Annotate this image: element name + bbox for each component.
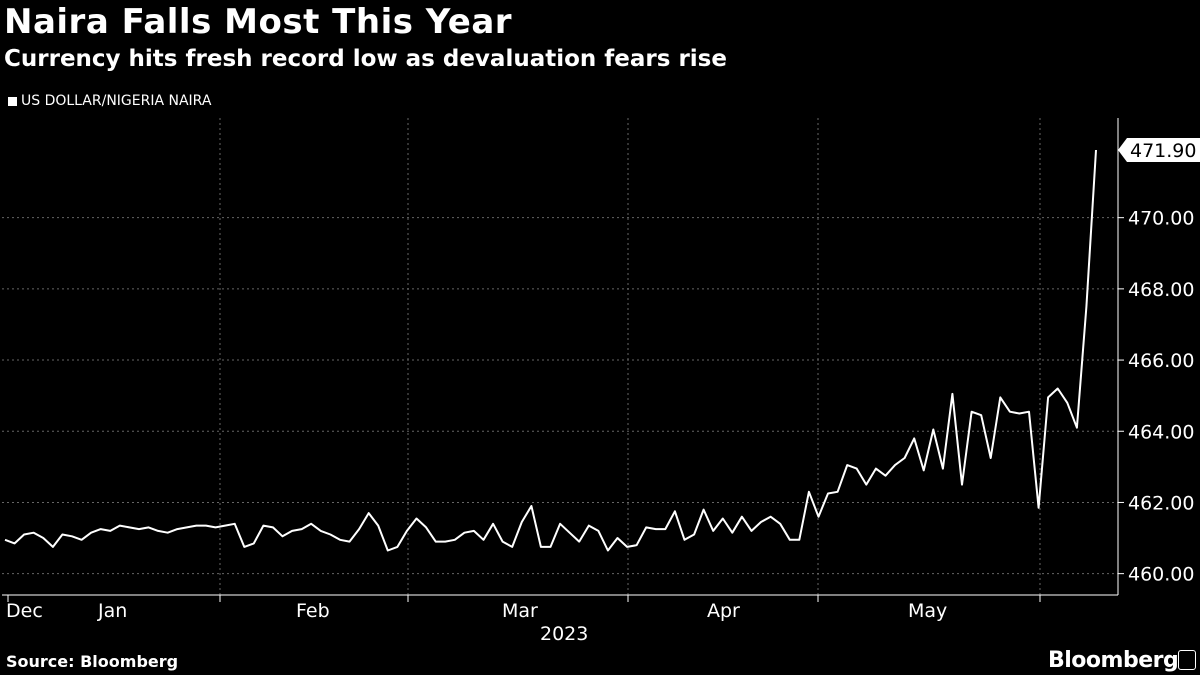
last-value-callout: 471.90: [1118, 138, 1200, 163]
y-tick-label: 468.00: [1128, 279, 1194, 301]
chart-subtitle: Currency hits fresh record low as devalu…: [4, 46, 727, 72]
last-value-label: 471.90: [1130, 140, 1196, 162]
y-tick-label: 462.00: [1128, 492, 1194, 514]
x-month-label: Mar: [502, 600, 538, 622]
chart-title: Naira Falls Most This Year: [4, 2, 513, 42]
x-month-label: May: [908, 600, 947, 622]
x-month-label: Feb: [296, 600, 330, 622]
source-note: Source: Bloomberg: [6, 652, 179, 671]
legend-swatch: [8, 96, 17, 106]
x-year-label: 2023: [540, 623, 588, 645]
y-tick-label: 470.00: [1128, 208, 1194, 230]
x-month-label: Jan: [97, 600, 127, 622]
y-tick-label: 466.00: [1128, 350, 1194, 372]
legend-label: US DOLLAR/NIGERIA NAIRA: [21, 93, 212, 109]
legend: US DOLLAR/NIGERIA NAIRA: [8, 93, 211, 109]
series-line-usd-ngn: [4, 149, 1097, 552]
x-month-label: Dec: [6, 600, 43, 622]
y-tick-label: 464.00: [1128, 421, 1194, 443]
last-value-box: [1118, 138, 1200, 163]
brand-logo: Bloomberg: [1048, 648, 1179, 673]
x-month-label: Apr: [707, 600, 740, 622]
terminal-icon: [1178, 650, 1196, 670]
y-tick-label: 460.00: [1128, 564, 1194, 586]
